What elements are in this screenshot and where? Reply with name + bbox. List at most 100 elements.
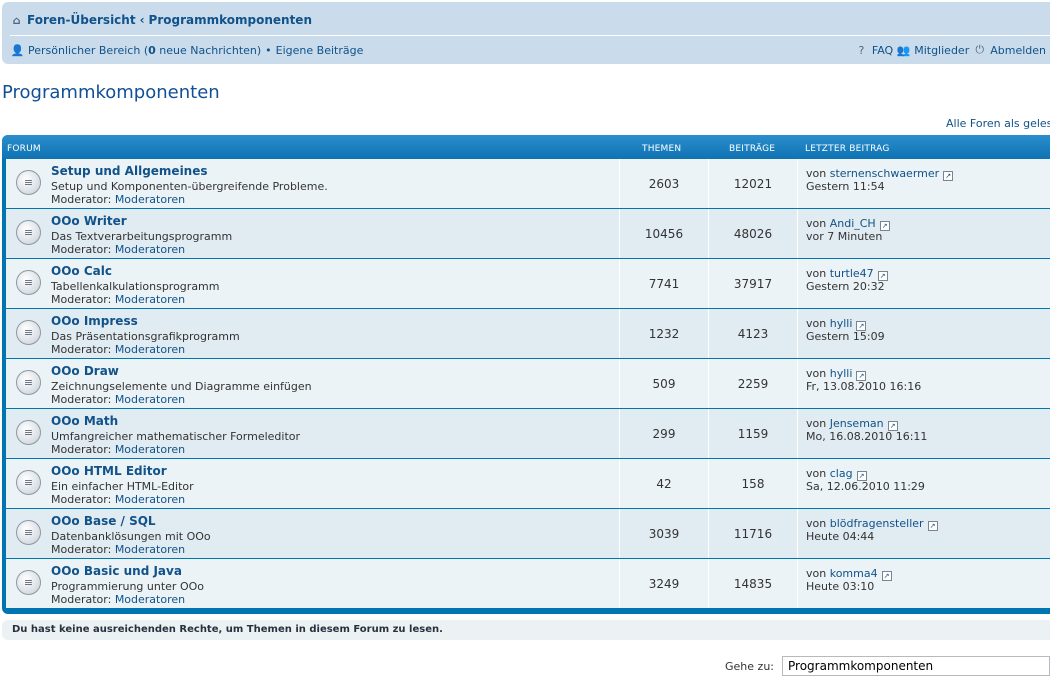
forum-moderator: Moderator: Moderatoren (51, 193, 185, 206)
goto-last-post-icon[interactable]: ↗ (879, 221, 890, 231)
last-post-cell: von clag ↗ Sa, 12.06.2010 11:29 (797, 459, 1050, 508)
by-label: von (806, 417, 830, 430)
moderator-label: Moderator: (51, 393, 115, 406)
forum-title-link[interactable]: OOo Basic und Java (51, 564, 182, 578)
members-link[interactable]: Mitglieder (914, 43, 970, 57)
page-title: Programmkomponenten (2, 82, 220, 103)
jumpbox: Gehe zu: Programmkomponenten (725, 656, 1050, 676)
forum-row: ≡ OOo Impress Das Präsentationsgrafikpro… (6, 309, 1050, 359)
posts-count: 2259 (708, 359, 797, 408)
forum-title-link[interactable]: OOo Math (51, 414, 119, 428)
goto-last-post-icon[interactable]: ↗ (927, 521, 938, 531)
last-post-author-link[interactable]: Jenseman (829, 417, 884, 430)
by-label: von (806, 317, 830, 330)
forum-description: Das Textverarbeitungsprogramm (51, 230, 233, 243)
forum-read-icon: ≡ (16, 320, 41, 345)
user-icon: 👤 (10, 43, 25, 57)
last-post-author-link[interactable]: blödfragensteller (829, 517, 924, 530)
forum-description: Umfangreicher mathematischer Formeledito… (51, 430, 301, 443)
forum-read-icon: ≡ (16, 170, 41, 195)
posts-count: 14835 (708, 559, 797, 608)
forum-title-link[interactable]: OOo Draw (51, 364, 119, 378)
forum-description: Ein einfacher HTML-Editor (51, 480, 194, 493)
last-post-cell: von hylli ↗ Gestern 15:09 (797, 309, 1050, 358)
goto-last-post-icon[interactable]: ↗ (877, 271, 888, 281)
own-posts-link[interactable]: Eigene Beiträge (275, 43, 364, 57)
power-icon: ⏻ (975, 43, 985, 56)
forum-description: Programmierung unter OOo (51, 580, 204, 593)
navbar-divider (10, 35, 1050, 36)
moderators-link[interactable]: Moderatoren (114, 193, 186, 206)
forum-row: ≡ OOo Basic und Java Programmierung unte… (6, 559, 1050, 609)
moderator-label: Moderator: (51, 193, 115, 206)
forum-read-icon: ≡ (16, 520, 41, 545)
forum-row: ≡ OOo Base / SQL Datenbanklösungen mit O… (6, 509, 1050, 559)
forum-read-icon: ≡ (16, 270, 41, 295)
forum-title-link[interactable]: OOo Writer (51, 214, 127, 228)
goto-last-post-icon[interactable]: ↗ (856, 471, 867, 481)
by-label: von (806, 517, 830, 530)
forum-title-link[interactable]: OOo Calc (51, 264, 112, 278)
topics-count: 1232 (619, 309, 708, 358)
forum-moderator: Moderator: Moderatoren (51, 593, 185, 606)
moderators-link[interactable]: Moderatoren (114, 593, 186, 606)
forum-description: Tabellenkalkulationsprogramm (51, 280, 220, 293)
forum-row: ≡ Setup und Allgemeines Setup und Kompon… (6, 159, 1050, 209)
moderators-link[interactable]: Moderatoren (114, 443, 186, 456)
posts-count: 48026 (708, 209, 797, 258)
goto-last-post-icon[interactable]: ↗ (943, 171, 954, 181)
last-post-author-link[interactable]: clag (829, 467, 853, 480)
forum-title-link[interactable]: OOo HTML Editor (51, 464, 167, 478)
goto-last-post-icon[interactable]: ↗ (856, 321, 867, 331)
moderator-label: Moderator: (51, 343, 115, 356)
moderators-link[interactable]: Moderatoren (114, 343, 186, 356)
logout-link[interactable]: Abmelden (990, 43, 1046, 57)
breadcrumb-home-link[interactable]: Foren-Übersicht (27, 13, 136, 27)
topics-count: 3249 (619, 559, 708, 608)
forum-read-icon: ≡ (16, 420, 41, 445)
goto-last-post-icon[interactable]: ↗ (856, 371, 867, 381)
moderator-label: Moderator: (51, 293, 115, 306)
moderator-label: Moderator: (51, 593, 115, 606)
jumpbox-select[interactable]: Programmkomponenten (782, 656, 1050, 676)
last-post-author-link[interactable]: turtle47 (829, 267, 874, 280)
posts-count: 1159 (708, 409, 797, 458)
breadcrumb: ⌂ Foren-Übersicht ‹ Programmkomponenten (10, 11, 312, 29)
goto-last-post-icon[interactable]: ↗ (887, 421, 898, 431)
header-posts: BEITRÄGE (729, 144, 776, 154)
last-post-author-link[interactable]: hylli (829, 367, 853, 380)
by-label: von (806, 167, 830, 180)
forum-row: ≡ OOo Math Umfangreicher mathematischer … (6, 409, 1050, 459)
by-label: von (806, 267, 830, 280)
forum-moderator: Moderator: Moderatoren (51, 443, 185, 456)
last-post-author-link[interactable]: hylli (829, 317, 853, 330)
home-icon[interactable]: ⌂ (12, 13, 21, 27)
breadcrumb-current-link[interactable]: Programmkomponenten (148, 13, 312, 27)
forum-title-link[interactable]: OOo Impress (51, 314, 138, 328)
moderators-link[interactable]: Moderatoren (114, 243, 186, 256)
forum-title-link[interactable]: OOo Base / SQL (51, 514, 156, 528)
goto-last-post-icon[interactable]: ↗ (881, 571, 892, 581)
last-post-author-link[interactable]: komma4 (829, 567, 878, 580)
last-post-cell: von sternenschwaermer ↗ Gestern 11:54 (797, 159, 1050, 208)
moderators-link[interactable]: Moderatoren (114, 293, 186, 306)
last-post-author-link[interactable]: sternenschwaermer (829, 167, 940, 180)
last-post-author-link[interactable]: Andi_CH (829, 217, 876, 230)
forum-description: Zeichnungselemente und Diagramme einfüge… (51, 380, 312, 393)
personal-area-link[interactable]: Persönlicher Bereich (0 neue Nachrichten… (28, 44, 261, 57)
moderators-link[interactable]: Moderatoren (114, 393, 186, 406)
last-post-cell: von blödfragensteller ↗ Heute 04:44 (797, 509, 1050, 558)
last-post-cell: von Andi_CH ↗ vor 7 Minuten (797, 209, 1050, 258)
forum-title-link[interactable]: Setup und Allgemeines (51, 164, 208, 178)
moderator-label: Moderator: (51, 543, 115, 556)
new-messages-count: 0 (148, 43, 156, 57)
last-post-time: Gestern 15:09 (806, 330, 885, 343)
topics-count: 299 (619, 409, 708, 458)
moderators-link[interactable]: Moderatoren (114, 543, 186, 556)
forum-read-icon: ≡ (16, 470, 41, 495)
moderators-link[interactable]: Moderatoren (114, 493, 186, 506)
by-label: von (806, 567, 830, 580)
mark-all-read-link[interactable]: Alle Foren als gelesen markieren (946, 117, 1050, 130)
topics-count: 509 (619, 359, 708, 408)
faq-link[interactable]: FAQ (871, 43, 894, 57)
